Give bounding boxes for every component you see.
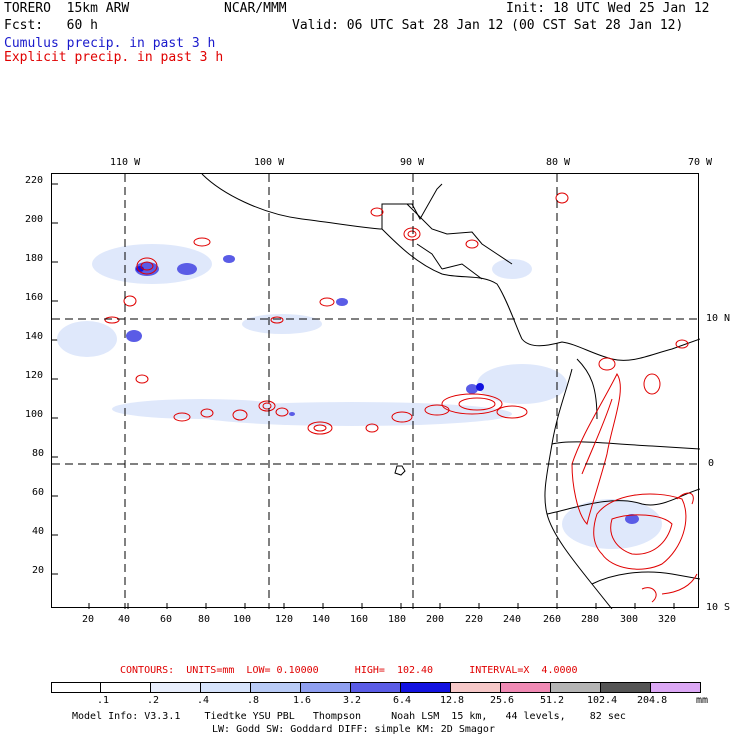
x-tick-label: 320 xyxy=(658,614,677,625)
valid-time: Valid: 06 UTC Sat 28 Jan 12 (00 CST Sat … xyxy=(292,18,684,33)
colorbar-cell xyxy=(401,682,451,693)
colorbar-cell xyxy=(251,682,301,693)
colorbar-cell xyxy=(351,682,401,693)
colorbar-label: .2 xyxy=(147,695,160,706)
x-tick-label: 240 xyxy=(503,614,522,625)
org-label: NCAR/MMM xyxy=(224,1,287,16)
colorbar-cell xyxy=(301,682,351,693)
colorbar-label: 6.4 xyxy=(393,695,412,706)
lon-label-90w: 90 W xyxy=(400,157,425,168)
colorbar-label: .1 xyxy=(97,695,110,706)
x-tick-label: 180 xyxy=(388,614,407,625)
x-tick-label: 200 xyxy=(426,614,445,625)
x-tick-label: 160 xyxy=(350,614,369,625)
x-tick-label: 220 xyxy=(465,614,484,625)
lon-label-100w: 100 W xyxy=(254,157,285,168)
y-tick-label: 80 xyxy=(32,448,45,459)
x-tick-label: 120 xyxy=(275,614,294,625)
colorbar-units: mm xyxy=(696,695,709,706)
y-tick-label: 100 xyxy=(25,409,44,420)
x-tick-label: 300 xyxy=(620,614,639,625)
init-time: Init: 18 UTC Wed 25 Jan 12 xyxy=(506,1,710,16)
colorbar-label: 102.4 xyxy=(587,695,618,706)
colorbar-cell xyxy=(101,682,151,693)
y-tick-label: 180 xyxy=(25,253,44,264)
field-cumulus-label: Cumulus precip. in past 3 h xyxy=(4,36,216,51)
x-tick-label: 40 xyxy=(118,614,131,625)
colorbar-label: 12.8 xyxy=(440,695,465,706)
contour-info: CONTOURS: UNITS=mm LOW= 0.10000 HIGH= 10… xyxy=(120,665,578,676)
y-tick-label: 160 xyxy=(25,292,44,303)
y-tick-label: 60 xyxy=(32,487,45,498)
colorbar-label: 51.2 xyxy=(540,695,565,706)
model-physics: LW: Godd SW: Goddard DIFF: simple KM: 2D… xyxy=(212,724,495,735)
y-tick-label: 220 xyxy=(25,175,44,186)
y-tick-label: 40 xyxy=(32,526,45,537)
x-tick-label: 80 xyxy=(198,614,211,625)
map-frame xyxy=(51,173,700,609)
colorbar-cell xyxy=(451,682,501,693)
colorbar-label: 204.8 xyxy=(637,695,668,706)
model-title: TORERO 15km ARW xyxy=(4,1,130,16)
x-tick-label: 140 xyxy=(312,614,331,625)
y-tick-label: 120 xyxy=(25,370,44,381)
lat-label-0: 0 xyxy=(708,458,715,469)
colorbar-label: 25.6 xyxy=(490,695,515,706)
y-tick-label: 140 xyxy=(25,331,44,342)
colorbar-cell xyxy=(651,682,701,693)
x-tick-label: 60 xyxy=(160,614,173,625)
colorbar-label: 3.2 xyxy=(343,695,362,706)
colorbar-cell xyxy=(151,682,201,693)
colorbar-cell xyxy=(501,682,551,693)
colorbar-cell xyxy=(601,682,651,693)
lon-label-80w: 80 W xyxy=(546,157,571,168)
forecast-hour: Fcst: 60 h xyxy=(4,18,98,33)
colorbar-label: .8 xyxy=(247,695,260,706)
lon-label-110w: 110 W xyxy=(110,157,141,168)
colorbar-label: 1.6 xyxy=(293,695,312,706)
colorbar-cell xyxy=(551,682,601,693)
y-tick-label: 20 xyxy=(32,565,45,576)
y-tick-label: 200 xyxy=(25,214,44,225)
x-tick-label: 280 xyxy=(581,614,600,625)
x-tick-label: 260 xyxy=(543,614,562,625)
x-tick-label: 100 xyxy=(233,614,252,625)
colorbar-cell xyxy=(51,682,101,693)
lon-label-70w: 70 W xyxy=(688,157,713,168)
lat-label-10s: 10 S xyxy=(706,602,731,613)
precip-map xyxy=(52,174,700,609)
field-explicit-label: Explicit precip. in past 3 h xyxy=(4,50,224,65)
model-info: Model Info: V3.3.1 Tiedtke YSU PBL Thomp… xyxy=(72,711,626,722)
colorbar-cell xyxy=(201,682,251,693)
colorbar-label: .4 xyxy=(197,695,210,706)
x-tick-label: 20 xyxy=(82,614,95,625)
lat-label-10n: 10 N xyxy=(706,313,731,324)
